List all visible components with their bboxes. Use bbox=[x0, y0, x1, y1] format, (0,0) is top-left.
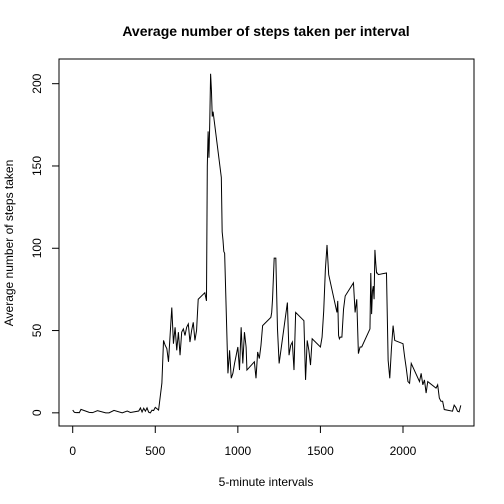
y-tick-label: 200 bbox=[30, 73, 44, 93]
x-tick-label: 1500 bbox=[307, 444, 334, 458]
x-tick-label: 2000 bbox=[390, 444, 417, 458]
x-tick-label: 500 bbox=[145, 444, 165, 458]
x-tick-label: 0 bbox=[69, 444, 76, 458]
chart-title: Average number of steps taken per interv… bbox=[122, 23, 409, 39]
y-tick-label: 0 bbox=[30, 409, 44, 416]
y-tick-label: 50 bbox=[30, 324, 44, 338]
x-axis-label: 5-minute intervals bbox=[219, 475, 314, 489]
plot-frame bbox=[58, 58, 475, 427]
y-axis: 0 50 100 150 200 bbox=[30, 73, 60, 416]
series-line-average-steps bbox=[72, 73, 462, 414]
y-axis-label: Average number of steps taken bbox=[2, 160, 16, 327]
y-tick-label: 150 bbox=[30, 156, 44, 176]
y-tick-label: 100 bbox=[30, 238, 44, 258]
x-axis: 0 500 1000 1500 2000 bbox=[69, 425, 417, 458]
x-tick-label: 1000 bbox=[224, 444, 251, 458]
